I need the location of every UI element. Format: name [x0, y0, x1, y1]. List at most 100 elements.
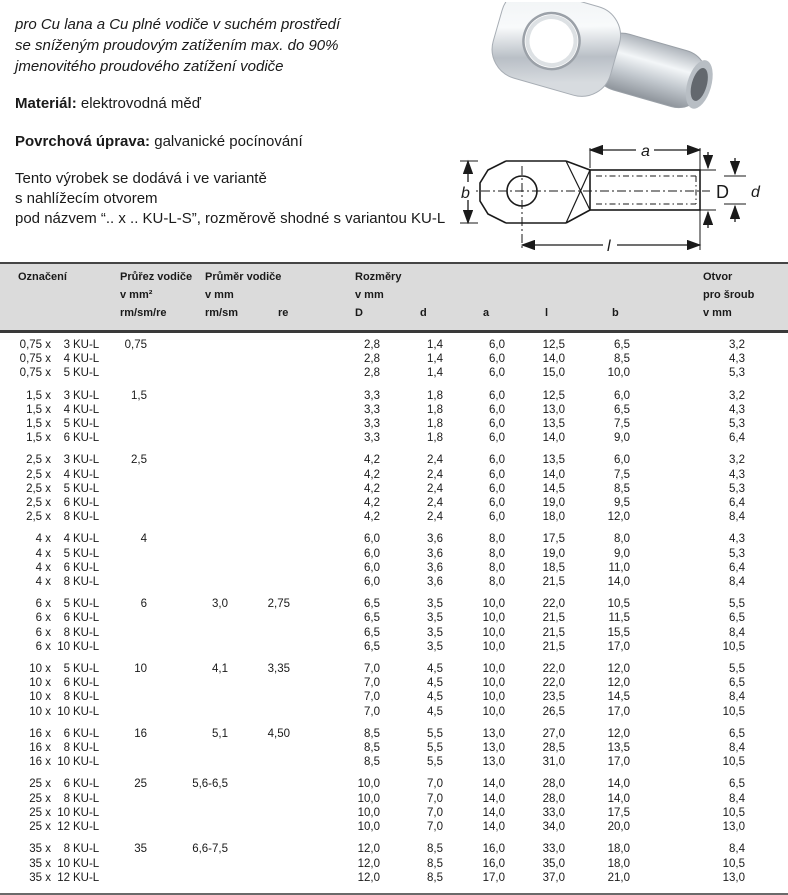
designation-number: 8	[63, 792, 70, 805]
cell: 8,0	[614, 533, 630, 546]
cell	[228, 445, 290, 467]
cell: 6,0	[489, 339, 505, 351]
cell-designation-type: 5 KU-L	[51, 482, 107, 496]
cell-filler	[745, 338, 788, 352]
cell-filler	[745, 857, 788, 871]
cell	[228, 510, 290, 524]
cell: 6,5	[364, 626, 380, 639]
cell: 4,3	[729, 468, 745, 481]
designation-series: KU-L	[73, 533, 100, 546]
cell: 7,0	[364, 663, 380, 676]
cell	[147, 806, 228, 820]
cell: 6,0	[364, 576, 380, 589]
cell	[147, 352, 228, 366]
designation-series: KU-L	[73, 576, 100, 589]
dim-a: a	[588, 140, 702, 160]
cell: 18,0	[607, 843, 630, 856]
cell: 10,0	[482, 663, 505, 676]
cell: 1,4	[427, 353, 443, 366]
cell	[228, 705, 290, 719]
cell	[107, 496, 147, 510]
cell: 19,0	[542, 547, 565, 560]
cell: 14,5	[607, 691, 630, 704]
designation-series: KU-L	[73, 806, 100, 819]
table-row: 35 x 10 KU-L 12,0 8,5 16,0 35,0 18,0 10,5	[0, 857, 788, 871]
cell-designation-type: 12 KU-L	[51, 871, 107, 885]
cell	[107, 741, 147, 755]
cell: 5,6-6,5	[192, 778, 228, 791]
cell: 14,0	[482, 821, 505, 834]
cell	[228, 820, 290, 834]
cell	[228, 417, 290, 431]
designation-series: KU-L	[73, 821, 100, 834]
cell: 3,0	[212, 598, 228, 611]
cell: 10 x	[29, 691, 51, 704]
cell: 3,5	[427, 612, 443, 625]
table-row: 25 x 10 KU-L 10,0 7,0 14,0 33,0 17,5 10,5	[0, 806, 788, 820]
cell: 6,5	[364, 598, 380, 611]
table-row: 25 x 6 KU-L 25 5,6-6,5 10,0 7,0 14,0 28,0 14,0 6,5	[0, 769, 788, 791]
cell: 3,2	[729, 339, 745, 351]
cell: 7,0	[364, 705, 380, 718]
bore-hidden-line	[596, 175, 697, 205]
cell: 3,2	[729, 454, 745, 467]
cell: 1,5 x	[26, 418, 51, 431]
cell: 28,0	[542, 778, 565, 791]
cell	[147, 871, 228, 885]
designation-number: 4	[63, 403, 70, 416]
col-dim-b: b	[612, 307, 619, 319]
cell: 7,0	[364, 677, 380, 690]
cell: 7,0	[364, 691, 380, 704]
table-row: 6 x 8 KU-L 6,5 3,5 10,0 21,5 15,5 8,4	[0, 626, 788, 640]
cell-designation-type: 10 KU-L	[51, 755, 107, 769]
cell: 3,3	[364, 432, 380, 445]
cell: 3,5	[427, 598, 443, 611]
col-cross-section: Průřez vodiče	[120, 271, 193, 283]
cell	[147, 496, 228, 510]
cell-designation-type: 5 KU-L	[51, 589, 107, 611]
cell-filler	[745, 366, 788, 380]
cell	[147, 403, 228, 417]
cell: 7,0	[427, 792, 443, 805]
cell: 1,5 x	[26, 403, 51, 416]
table-row: 16 x 6 KU-L 16 5,1 4,50 8,5 5,5 13,0 27,0 12,0 6,5	[0, 719, 788, 741]
cell: 6 x	[35, 640, 51, 653]
cell	[147, 690, 228, 704]
designation-number: 6	[63, 677, 70, 690]
cell: 12,0	[607, 727, 630, 740]
cell: 13,0	[482, 727, 505, 740]
cell: 4,3	[729, 403, 745, 416]
cell: 3,6	[427, 533, 443, 546]
cell-filler	[745, 806, 788, 820]
cell: 4 x	[35, 547, 51, 560]
cell: 6,0	[364, 533, 380, 546]
cell-filler	[745, 834, 788, 856]
cell: 2,5 x	[26, 497, 51, 510]
cell: 10,0	[482, 626, 505, 639]
cell: 10,0	[357, 778, 380, 791]
cell	[147, 626, 228, 640]
col-cross-unit: v mm²	[120, 289, 153, 301]
cell: 17,5	[542, 533, 565, 546]
cell: 8,5	[364, 756, 380, 769]
cell-designation-type: 8 KU-L	[51, 792, 107, 806]
cell	[107, 871, 147, 885]
designation-number: 8	[63, 511, 70, 524]
dim-D: D	[702, 152, 729, 228]
cell-filler	[745, 626, 788, 640]
cell	[228, 640, 290, 654]
cell	[147, 417, 228, 431]
cell: 5,3	[729, 482, 745, 495]
cell: 25 x	[29, 792, 51, 805]
cell: 3,3	[364, 418, 380, 431]
cell: 12,0	[357, 857, 380, 870]
cell	[228, 871, 290, 885]
cell-filler	[745, 589, 788, 611]
cell: 16 x	[29, 756, 51, 769]
cell	[147, 468, 228, 482]
cell-filler	[745, 561, 788, 575]
designation-number: 4	[63, 353, 70, 366]
cell	[107, 468, 147, 482]
cell-designation-type: 4 KU-L	[51, 468, 107, 482]
table-row: 6 x 10 KU-L 6,5 3,5 10,0 21,5 17,0 10,5	[0, 640, 788, 654]
